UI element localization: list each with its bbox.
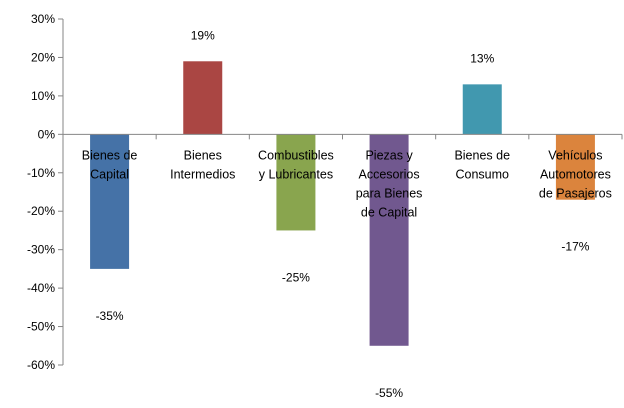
- y-tick-label: 0%: [38, 127, 56, 141]
- category-label: Vehículos Automotores de Pasajeros: [539, 148, 612, 200]
- bar: [369, 134, 409, 346]
- category-labels: Bienes de Capital Bienes Intermedios Combust…: [82, 148, 612, 219]
- data-label: 13%: [470, 51, 494, 65]
- x-axis: [62, 133, 623, 140]
- data-label: -35%: [96, 309, 124, 323]
- category-label: Bienes de Capital: [82, 148, 138, 181]
- bar: [276, 134, 316, 231]
- y-axis: 30% 20% 10% 0% -10% -20% -30% -40% -50% -60%: [27, 12, 64, 372]
- y-tick-label: 30%: [31, 12, 55, 26]
- y-tick-label: -20%: [27, 204, 55, 218]
- y-tick-label: -50%: [27, 320, 55, 334]
- y-tick-label: -30%: [27, 243, 55, 257]
- data-label: 19%: [191, 28, 215, 42]
- category-label: Bienes Intermedios: [170, 148, 235, 181]
- bars: [90, 61, 595, 346]
- category-label: Combustibles y Lubricantes: [258, 148, 334, 181]
- y-tick-label: -40%: [27, 281, 55, 295]
- category-label: Bienes de Consumo: [454, 148, 510, 181]
- data-label: -17%: [561, 240, 589, 254]
- data-label: -55%: [375, 386, 403, 400]
- y-tick-label: 20%: [31, 50, 55, 64]
- bar: [462, 84, 502, 135]
- category-label: Piezas y Accesorios para Bienes de Capital: [356, 148, 423, 219]
- bar: [183, 61, 223, 135]
- bar: [555, 134, 595, 200]
- data-labels: -35% 19% -25% -55% 13% -17%: [96, 28, 590, 399]
- bar: [90, 134, 130, 269]
- data-label: -25%: [282, 270, 310, 284]
- y-tick-label: -10%: [27, 166, 55, 180]
- y-tick-label: 10%: [31, 89, 55, 103]
- y-tick-label: -60%: [27, 358, 55, 372]
